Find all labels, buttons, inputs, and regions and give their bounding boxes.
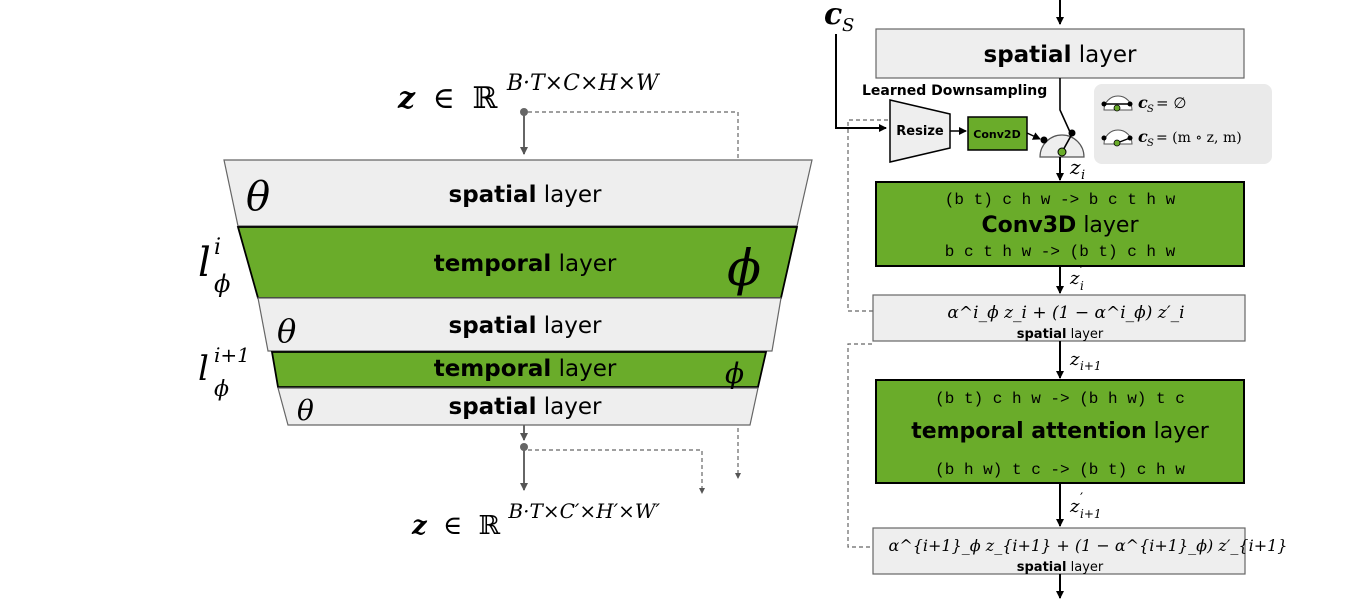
input-shape-label: z ∈ ℝ B·T×C×H×W xyxy=(397,71,661,116)
left-layer-1-label: spatial layer xyxy=(449,182,603,208)
mix-block-2 xyxy=(872,527,1246,575)
zi-label: z i xyxy=(1069,155,1085,183)
left-layer-5-label: spatial layer xyxy=(449,394,603,420)
mix-2-formula: α^{i+1}_ϕ z_{i+1} + (1 − α^{i+1}_ϕ) z′_{… xyxy=(889,536,1288,555)
right-diagram: c S spatial layer Learned Downsampling R… xyxy=(824,0,1288,599)
zi1-prime-label: z ′ i+1 xyxy=(1069,491,1102,521)
conv3d-title: Conv3D layer xyxy=(981,213,1139,238)
legend-box xyxy=(1094,84,1272,164)
left-layer-4-label: temporal layer xyxy=(434,356,617,382)
legend-row-2-text: c S = (m ∘ z, m) xyxy=(1138,127,1242,149)
switch-icon-legend-1 xyxy=(1101,95,1133,112)
conv2d-block xyxy=(967,116,1028,151)
svg-text:S: S xyxy=(1147,138,1154,149)
tattn-line-1: (b t) c h w -> (b h w) t c xyxy=(935,390,1185,408)
switch-icon-legend-2 xyxy=(1101,129,1133,147)
conv3d-line-1: (b t) c h w -> b c t h w xyxy=(945,191,1176,209)
left-spatial-layer-2 xyxy=(257,297,782,352)
skip-connection-bottom xyxy=(528,449,705,494)
svg-text:i: i xyxy=(1080,279,1084,293)
svg-text:′: ′ xyxy=(1080,491,1083,507)
cs-to-resize-arrow xyxy=(835,34,887,132)
svg-text:ϕ: ϕ xyxy=(214,270,230,298)
mix-1-formula: α^i_ϕ z_i + (1 − α^i_ϕ) z′_i xyxy=(947,303,1184,323)
output-shape-label: z ∈ ℝ B·T×C′×H′×W′ xyxy=(411,499,660,541)
svg-text:z: z xyxy=(1069,268,1080,289)
svg-text:l: l xyxy=(198,349,209,389)
legend-row-1-text: c S = ∅ xyxy=(1138,93,1186,115)
tattn-title: temporal attention layer xyxy=(911,419,1210,444)
top-spatial-layer xyxy=(875,28,1245,79)
left-spatial-layer-3 xyxy=(277,387,759,426)
svg-text:i+1: i+1 xyxy=(214,343,250,367)
svg-text:S: S xyxy=(842,15,854,36)
cs-label: c S xyxy=(824,0,854,36)
learned-downsampling-label: Learned Downsampling xyxy=(862,83,1047,99)
mix-block-1 xyxy=(872,294,1246,342)
left-layer-2-label: temporal layer xyxy=(434,251,617,277)
phi-symbol-2: ϕ xyxy=(725,357,744,390)
conv3d-line-2: b c t h w -> (b t) c h w xyxy=(945,243,1176,261)
skip-connection-top xyxy=(528,111,739,158)
left-diagram: z ∈ ℝ B·T×C×H×W spatial layer temporal l… xyxy=(198,71,813,541)
switch-icon xyxy=(1039,129,1085,158)
svg-text:i: i xyxy=(1081,168,1085,183)
svg-text:l: l xyxy=(198,240,211,286)
svg-text:i+1: i+1 xyxy=(1080,507,1102,521)
svg-text:c: c xyxy=(824,0,842,32)
svg-text:ϕ: ϕ xyxy=(214,377,229,402)
svg-text:S: S xyxy=(1147,104,1154,115)
svg-text:z: z xyxy=(1069,349,1080,370)
conv3d-block xyxy=(875,181,1245,267)
zi-prime-label: z ′ i xyxy=(1069,264,1084,293)
svg-text:z: z xyxy=(1069,496,1080,517)
top-spatial-layer-label: spatial layer xyxy=(984,42,1138,68)
svg-text:c: c xyxy=(1138,127,1148,146)
conv2d-to-switch-arrow xyxy=(1026,132,1041,140)
left-spatial-layer-1 xyxy=(223,159,813,227)
tattn-line-2: (b h w) t c -> (b t) c h w xyxy=(935,461,1185,479)
theta-symbol-3: θ xyxy=(297,394,314,427)
mix-1-caption: spatial layer xyxy=(1017,327,1104,342)
svg-text:c: c xyxy=(1138,93,1148,112)
svg-text:i+1: i+1 xyxy=(1080,359,1102,373)
conv2d-label: Conv2D xyxy=(973,128,1020,141)
l-phi-i-label: l i ϕ xyxy=(198,235,230,298)
svg-text:= ∅: = ∅ xyxy=(1156,94,1186,112)
svg-text:z: z xyxy=(1069,155,1081,179)
theta-symbol-1: θ xyxy=(246,174,270,220)
svg-text:i: i xyxy=(214,235,221,260)
spatial-to-switch-line xyxy=(1059,78,1071,133)
svg-text:= (m ∘ z, m): = (m ∘ z, m) xyxy=(1156,130,1242,146)
mix-2-caption: spatial layer xyxy=(1017,560,1104,575)
resize-label: Resize xyxy=(896,124,944,139)
left-temporal-layer-2 xyxy=(270,351,768,388)
zi1-label: z i+1 xyxy=(1069,349,1102,373)
left-layer-3-label: spatial layer xyxy=(449,313,603,339)
l-phi-i1-label: l i+1 ϕ xyxy=(198,343,250,402)
phi-symbol-1: ϕ xyxy=(727,239,761,297)
resize-block xyxy=(889,99,951,163)
theta-symbol-2: θ xyxy=(277,312,296,350)
temporal-attention-block xyxy=(875,379,1245,484)
svg-text:′: ′ xyxy=(1080,264,1083,280)
